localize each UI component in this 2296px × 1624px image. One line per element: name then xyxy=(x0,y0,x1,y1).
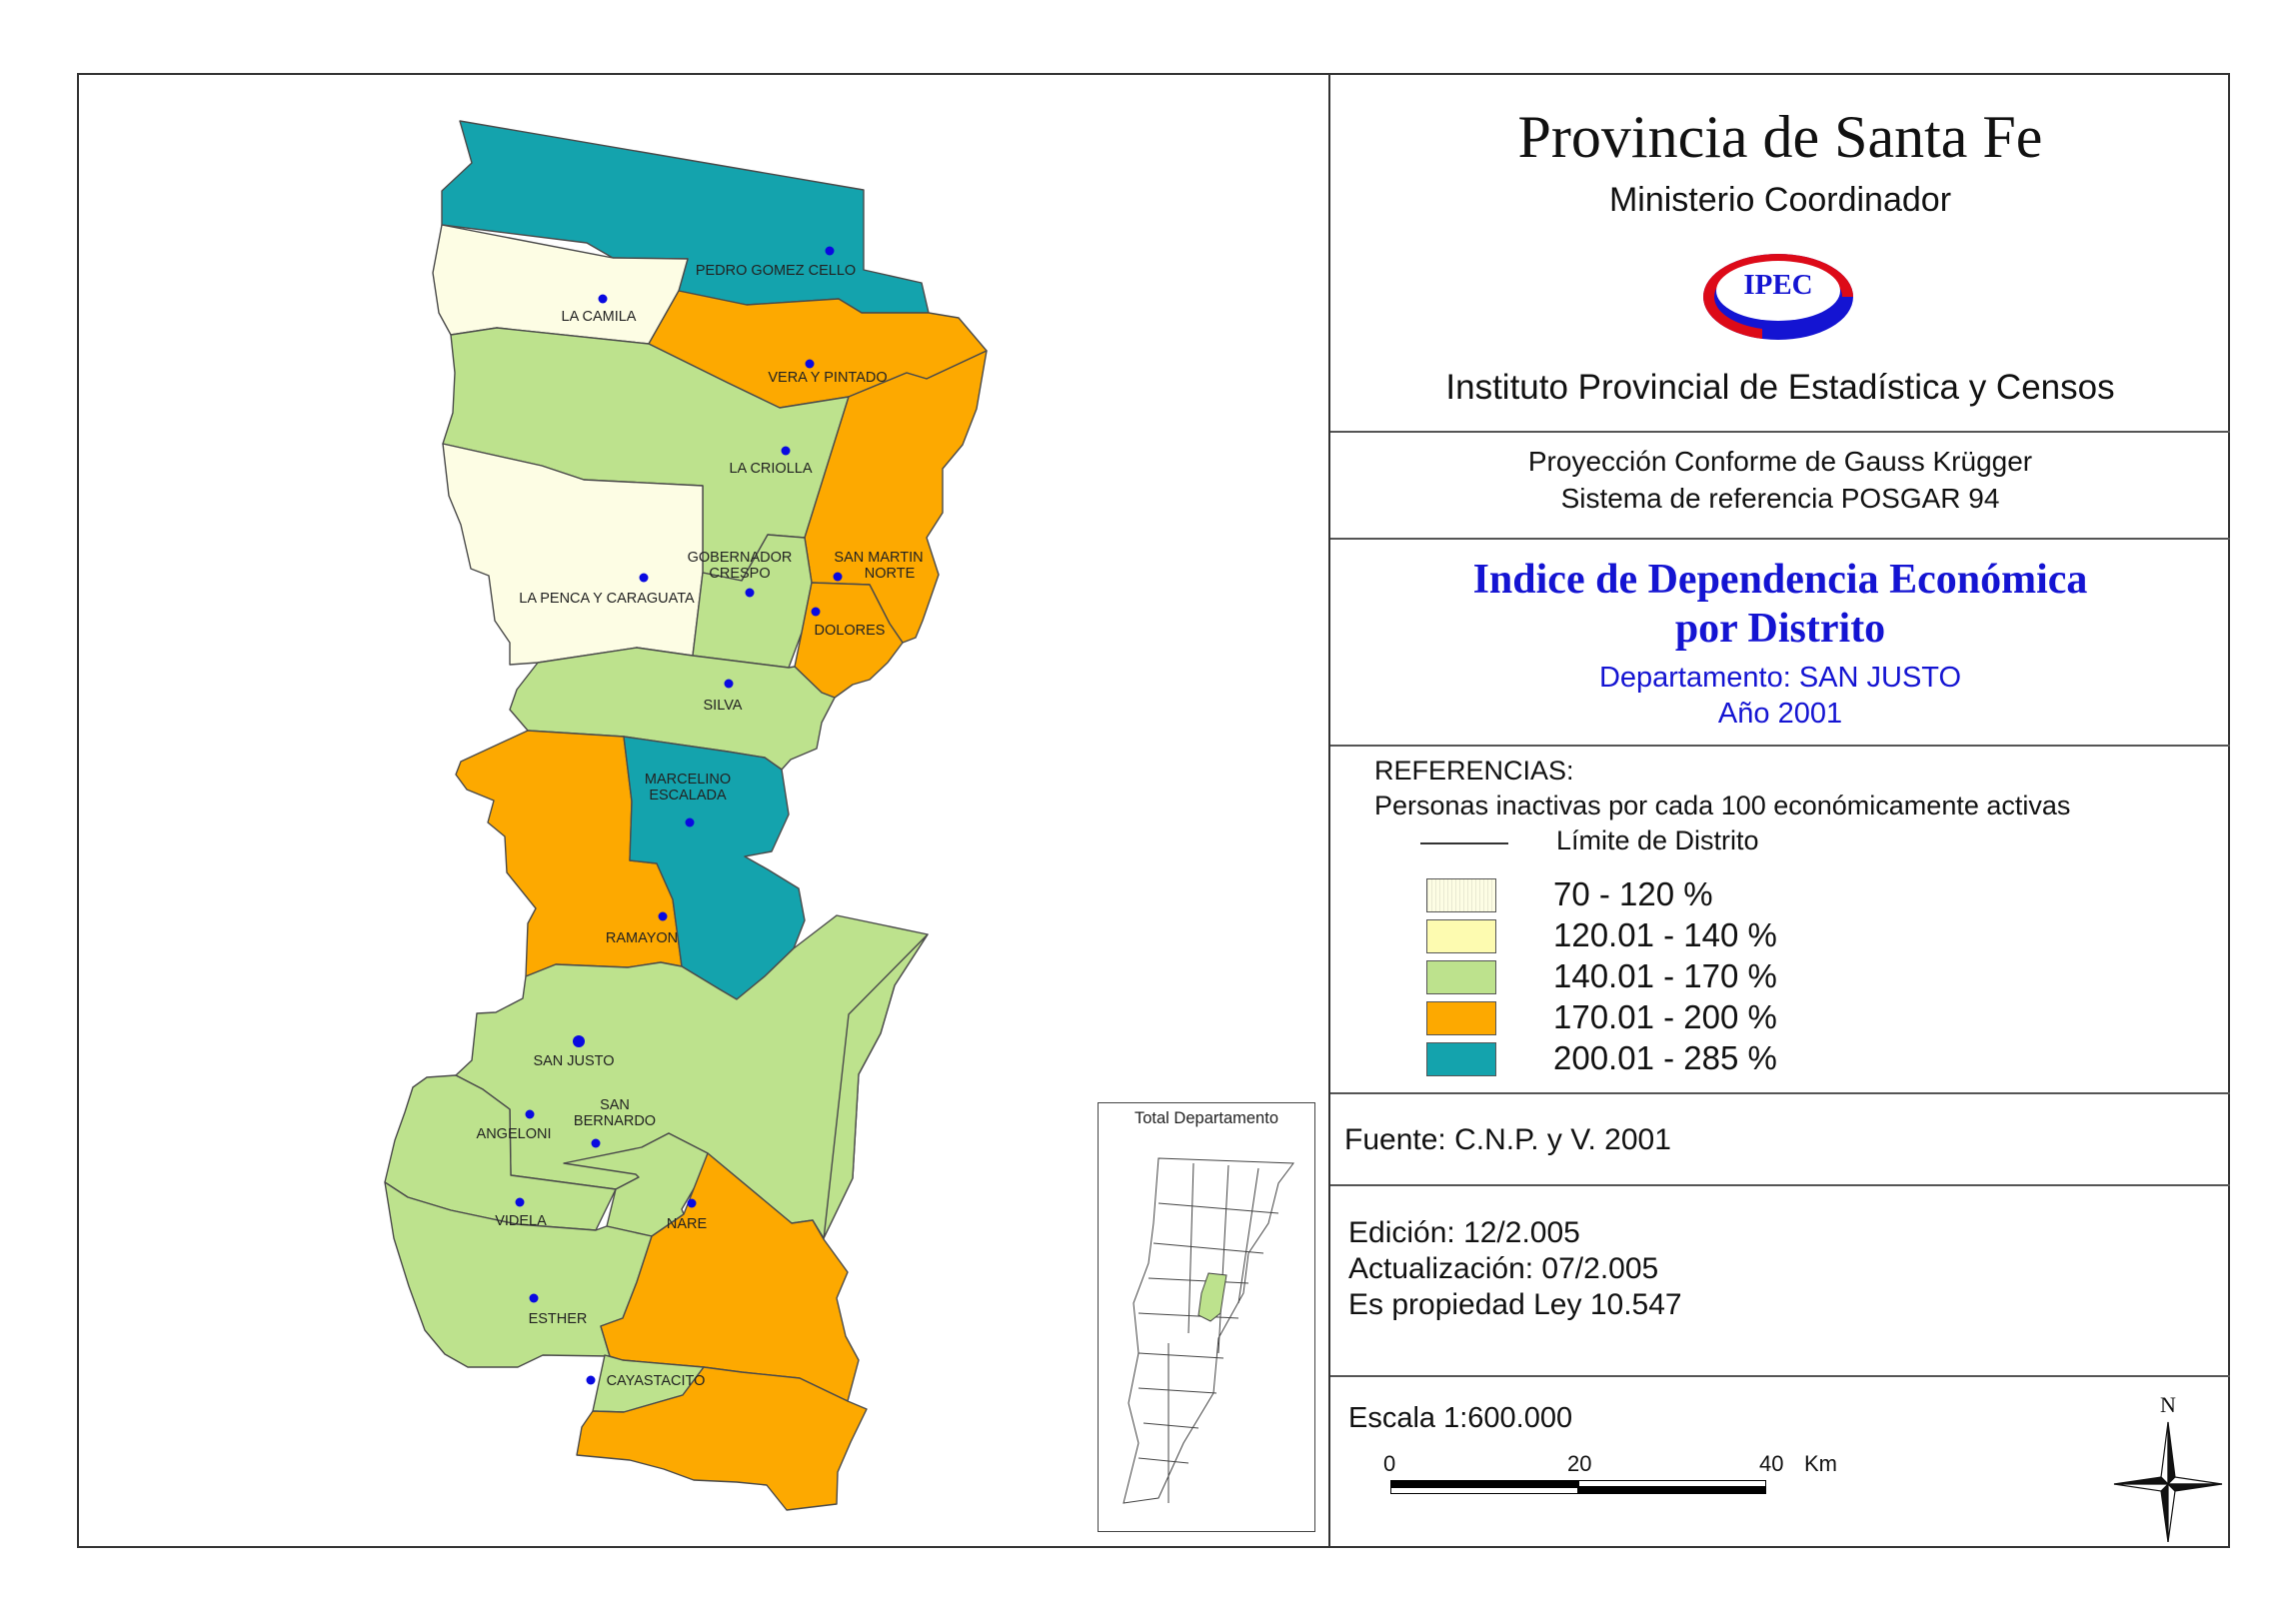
district-nare[interactable] xyxy=(600,1152,860,1402)
district-locality-dot xyxy=(825,246,835,256)
map-title-line-2: por Distrito xyxy=(1674,606,1886,652)
district-label: CAYASTACITO xyxy=(607,1373,706,1389)
projection-line-2: Sistema de referencia POSGAR 94 xyxy=(1560,483,2000,514)
district-label: VIDELA xyxy=(495,1213,547,1229)
legend-swatch xyxy=(1426,919,1496,953)
district-label: NARE xyxy=(667,1216,708,1232)
institute-name: Instituto Provincial de Estadística y Ce… xyxy=(1445,368,2115,407)
district-label: DOLORES xyxy=(815,623,886,639)
district-label: VERA Y PINTADO xyxy=(768,370,887,386)
legend-label: 120.01 - 140 % xyxy=(1553,916,1777,953)
district-dolores[interactable] xyxy=(794,582,904,699)
district-locality-dot xyxy=(591,1138,601,1148)
district-locality-dot xyxy=(639,573,649,583)
boundary-line-sample xyxy=(1420,842,1508,844)
inset-department-highlight xyxy=(1197,1272,1227,1322)
inset-province-outline xyxy=(1123,1157,1294,1504)
scale-tick-0: 0 xyxy=(1383,1451,1396,1476)
district-label: SILVA xyxy=(704,698,743,714)
district-locality-dot xyxy=(658,911,668,921)
district-locality-dot xyxy=(586,1375,596,1385)
ipec-logo-text: IPEC xyxy=(1743,269,1813,301)
info-panel: Provincia de Santa Fe Ministerio Coordin… xyxy=(1328,73,2230,1548)
projection-line-1: Proyección Conforme de Gauss Krügger xyxy=(1527,446,2033,477)
district-locality-dot xyxy=(515,1197,525,1207)
district-label: GOBERNADOR xyxy=(688,550,793,566)
district-label: CRESPO xyxy=(709,566,770,582)
update-date: Actualización: 07/2.005 xyxy=(1348,1252,1659,1285)
district-label: MARCELINO xyxy=(645,772,731,788)
district-locality-dot xyxy=(573,1035,585,1047)
map-area: PEDRO GOMEZ CELLO LA CAMILA VERA Y PINTADO… xyxy=(77,73,1328,1548)
source-text: Fuente: C.N.P. y V. 2001 xyxy=(1344,1123,1671,1156)
district-silva[interactable] xyxy=(509,647,836,771)
map-year: Año 2001 xyxy=(1717,698,1843,730)
district-locality-dot xyxy=(724,679,734,689)
district-map: PEDRO GOMEZ CELLO LA CAMILA VERA Y PINTADO… xyxy=(384,120,988,1511)
edition-date: Edición: 12/2.005 xyxy=(1348,1216,1580,1249)
north-label: N xyxy=(2160,1392,2176,1417)
district-label: ANGELONI xyxy=(477,1126,552,1142)
district-label: SAN JUSTO xyxy=(533,1053,614,1069)
district-locality-dot xyxy=(687,1198,697,1208)
district-label: SAN xyxy=(600,1097,630,1113)
district-locality-dot xyxy=(598,294,608,304)
district-locality-dot xyxy=(811,607,821,617)
district-locality-dot xyxy=(805,359,815,369)
ipec-logo: IPEC xyxy=(1702,253,1854,341)
district-locality-dot xyxy=(781,446,791,456)
district-label: LA CAMILA xyxy=(562,309,637,325)
legend-label: 200.01 - 285 % xyxy=(1553,1039,1777,1076)
scale-unit: Km xyxy=(1804,1451,1837,1476)
legend-swatch xyxy=(1426,960,1496,994)
scale-bar: 0 20 40 Km xyxy=(1383,1451,1837,1494)
scale-tick-20: 20 xyxy=(1567,1451,1592,1476)
district-san-justo-east[interactable] xyxy=(823,933,929,1240)
map-frame xyxy=(77,73,2230,1548)
district-label: RAMAYON xyxy=(606,930,678,946)
district-label: BERNARDO xyxy=(574,1113,656,1129)
district-locality-dot xyxy=(685,817,695,827)
legend-label: 140.01 - 170 % xyxy=(1553,957,1777,994)
boundary-label: Límite de Distrito xyxy=(1556,825,1759,855)
legend-swatch xyxy=(1426,1001,1496,1035)
district-locality-dot xyxy=(525,1109,535,1119)
district-marcelino-escalada[interactable] xyxy=(623,736,806,1000)
property-law: Es propiedad Ley 10.547 xyxy=(1348,1288,1682,1321)
references-subtitle: Personas inactivas por cada 100 económic… xyxy=(1374,791,2071,820)
scale-segment-white-2 xyxy=(1578,1480,1766,1487)
district-locality-dot xyxy=(745,588,755,598)
legend-swatch xyxy=(1426,878,1496,912)
district-label: SAN MARTIN xyxy=(834,550,923,566)
district-label: LA PENCA Y CARAGUATA xyxy=(519,591,695,607)
references-heading: REFERENCIAS: xyxy=(1374,756,1574,786)
page-title: Provincia de Santa Fe xyxy=(1517,104,2043,170)
scale-label: Escala 1:600.000 xyxy=(1348,1402,1573,1434)
district-label: ESCALADA xyxy=(649,788,727,804)
district-la-penca-y-caraguata[interactable] xyxy=(442,443,704,666)
scale-segment-white-1 xyxy=(1390,1487,1578,1494)
scale-segment-black-2 xyxy=(1578,1487,1766,1494)
district-cayastacito[interactable] xyxy=(576,1366,868,1511)
ministry-name: Ministerio Coordinador xyxy=(1608,181,1952,219)
inset-title: Total Departamento xyxy=(1135,1109,1278,1127)
compass-rose-icon xyxy=(2113,1421,2223,1542)
legend-label: 70 - 120 % xyxy=(1553,875,1713,912)
inset-map: Total Departamento xyxy=(1098,1102,1315,1532)
scale-tick-40: 40 xyxy=(1759,1451,1784,1476)
district-label: ESTHER xyxy=(529,1311,588,1327)
map-department: Departamento: SAN JUSTO xyxy=(1598,662,1962,694)
district-label: PEDRO GOMEZ CELLO xyxy=(696,263,856,279)
district-locality-dot xyxy=(833,572,843,582)
map-title-line-1: Indice de Dependencia Económica xyxy=(1472,557,2088,603)
district-locality-dot xyxy=(529,1293,539,1303)
district-label: LA CRIOLLA xyxy=(729,461,812,477)
district-label: NORTE xyxy=(865,566,916,582)
north-arrow: N xyxy=(2108,1392,2228,1542)
legend-label: 170.01 - 200 % xyxy=(1553,998,1777,1035)
legend-swatch xyxy=(1426,1042,1496,1076)
scale-segment-black-1 xyxy=(1390,1480,1578,1487)
